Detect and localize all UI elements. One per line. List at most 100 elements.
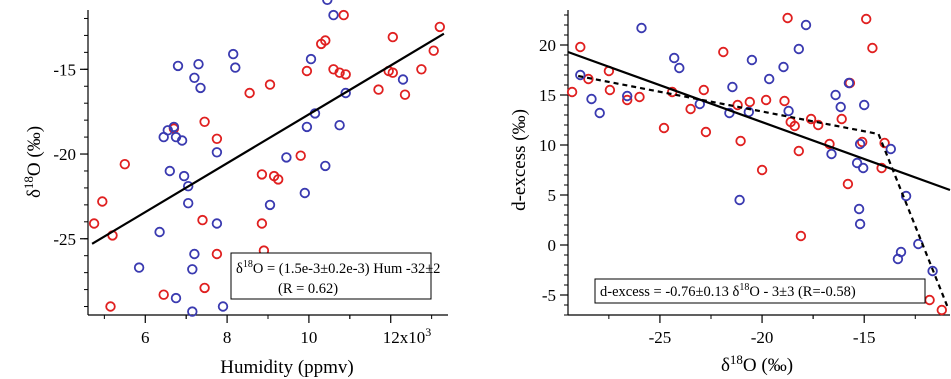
right-red-point — [924, 294, 935, 306]
right-blue-point — [778, 61, 789, 73]
left-annotation-line2: (R = 0.62) — [278, 281, 338, 297]
left-red-point — [434, 21, 446, 33]
left-blue-point — [182, 197, 194, 209]
left-fits — [91, 32, 445, 245]
right-red-point — [861, 13, 872, 25]
right-red-point — [698, 84, 710, 96]
right-red-point — [842, 178, 854, 190]
left-blue-point — [299, 187, 311, 199]
left-blue-point — [189, 72, 200, 84]
left-red-point — [256, 169, 268, 180]
right-fit-line — [567, 50, 951, 192]
right-annotation-box — [594, 278, 926, 304]
left-blue-point — [301, 121, 313, 133]
right-ticks: -25 -20 -15 20 15 10 5 0 -5 — [539, 14, 916, 347]
right-x-label: δ18O (‰) — [721, 352, 793, 376]
right-y-tick-label: 15 — [539, 86, 556, 105]
right-blue-point — [793, 43, 805, 55]
left-red-point — [320, 35, 331, 46]
right-y-label: d-excess (‰) — [509, 109, 530, 211]
left-red-point — [301, 65, 313, 77]
left-blue-point — [211, 147, 223, 158]
right-blue-point — [575, 69, 586, 81]
right-axes — [567, 10, 950, 316]
right-red-point — [795, 230, 807, 242]
left-red-point — [340, 69, 351, 80]
left-red-point — [197, 214, 208, 226]
right-x-tick-label: -25 — [649, 328, 672, 347]
right-red-point — [793, 145, 805, 157]
left-red-point — [334, 67, 345, 78]
right-red-point — [760, 94, 772, 106]
right-red-point — [658, 122, 670, 134]
right-x-tick-label: -20 — [751, 328, 774, 347]
left-x-label: Humidity (ppmv) — [220, 357, 354, 378]
right-red-point — [936, 304, 948, 316]
left-blue-point — [133, 262, 145, 273]
left-blue-point — [187, 264, 198, 275]
left-red-point — [211, 248, 223, 260]
right-blue-point — [594, 107, 605, 119]
left-y-tick-label: -20 — [53, 145, 76, 164]
right-red-point — [718, 46, 729, 58]
left-blue-point — [217, 301, 229, 312]
left-blue-point — [182, 180, 194, 192]
right-blue-point — [826, 148, 837, 160]
right-y-tick-label: 20 — [539, 36, 556, 55]
left-red-point — [158, 289, 169, 300]
right-blue-point — [885, 143, 897, 155]
left-x-tick-label: 6 — [141, 328, 150, 347]
left-ticks: 6 8 10 12x103 -15 -20 -25 — [53, 17, 433, 347]
left-points — [88, 0, 446, 317]
left-x-tick-label: 10 — [300, 328, 317, 347]
left-red-point — [244, 87, 255, 99]
left-red-point — [338, 9, 349, 21]
left-annotation-line1: δ18O = (1.5e-3±0.2e-3) Hum -32±2 — [236, 259, 440, 277]
right-blue-point — [636, 22, 647, 34]
right-blue-point — [835, 101, 846, 113]
left-blue-point — [168, 121, 180, 133]
left-blue-point — [230, 62, 241, 73]
right-red-point — [634, 91, 645, 103]
right-y-tick-label: 5 — [548, 186, 557, 205]
right-red-point — [779, 95, 790, 107]
left-y-tick-label: -15 — [53, 60, 76, 79]
right-blue-point — [800, 19, 812, 31]
right-y-tick-label: 0 — [548, 236, 557, 255]
right-blue-point — [858, 162, 869, 174]
right-x-tick-label: -15 — [853, 328, 876, 347]
right-red-point — [744, 96, 756, 108]
right-blue-point — [830, 89, 841, 101]
right-blue-point — [586, 93, 597, 105]
left-blue-point — [211, 218, 223, 229]
right-blue-point — [859, 99, 870, 111]
left-blue-point — [176, 135, 188, 146]
left-red-point — [199, 282, 210, 294]
right-chart: -25 -20 -15 20 15 10 5 0 -5 d-excess (‰) δ18O (‰… — [509, 10, 951, 376]
right-blue-point — [900, 190, 912, 202]
left-blue-point — [334, 119, 345, 131]
left-red-point — [428, 45, 439, 56]
right-red-point — [857, 136, 868, 148]
right-annotation-line1: d-excess = -0.76±0.13 δ18O - 3±3 (R=-0.5… — [600, 282, 856, 300]
right-blue-point — [734, 194, 745, 206]
right-red-point — [805, 113, 817, 125]
left-red-point — [211, 133, 223, 145]
left-blue-point — [340, 87, 351, 99]
left-red-point — [399, 89, 411, 100]
right-red-point — [575, 41, 586, 53]
left-blue-point — [193, 58, 204, 70]
right-blue-point — [622, 90, 633, 102]
left-x-tick-label: 8 — [223, 328, 232, 347]
right-blue-point — [843, 77, 855, 89]
left-red-point — [88, 218, 100, 229]
right-red-point — [583, 73, 594, 85]
right-red-point — [836, 113, 847, 125]
right-y-tick-label: 10 — [539, 136, 556, 155]
left-blue-point — [305, 53, 317, 65]
left-blue-point — [164, 165, 176, 177]
left-blue-point — [328, 9, 339, 21]
left-blue-point — [187, 306, 198, 317]
left-y-tick-label: -25 — [53, 230, 76, 249]
